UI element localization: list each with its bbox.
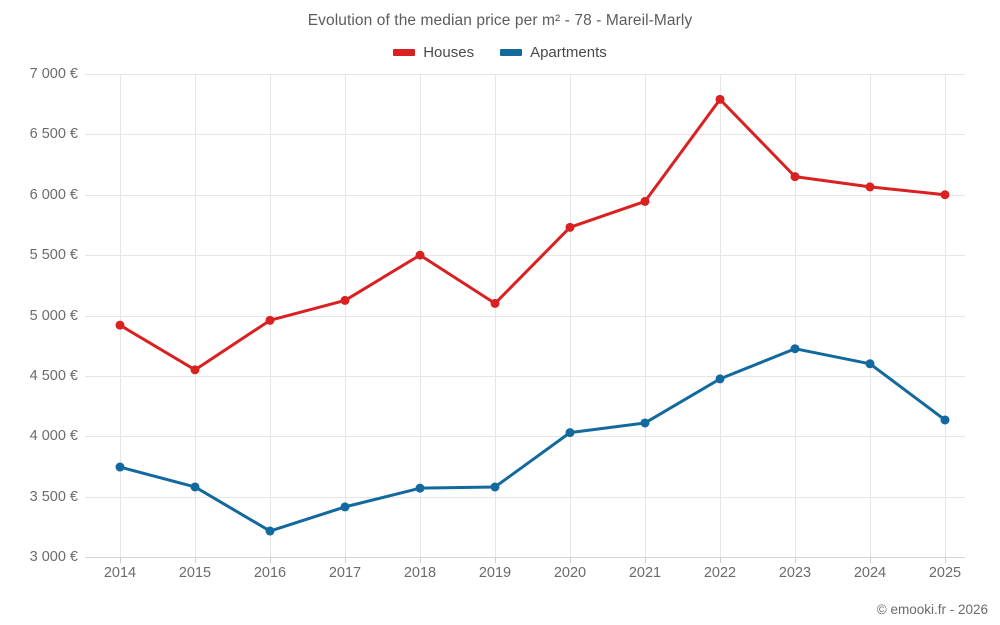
data-point[interactable]	[190, 482, 200, 492]
x-axis-tick-label: 2021	[628, 565, 662, 581]
data-point[interactable]	[940, 415, 950, 425]
series-line	[118, 347, 947, 533]
x-axis-tick	[645, 557, 646, 563]
data-point[interactable]	[115, 320, 125, 330]
data-point[interactable]	[490, 482, 500, 492]
data-point[interactable]	[265, 526, 275, 536]
data-point[interactable]	[115, 462, 125, 472]
data-point[interactable]	[190, 365, 200, 375]
x-axis-tick-label: 2017	[328, 565, 362, 581]
y-axis-tick-label: 5 000 €	[29, 307, 78, 324]
gridline-horizontal	[85, 496, 965, 498]
y-axis-tick-label: 5 500 €	[29, 247, 78, 264]
x-axis-tick	[570, 557, 571, 563]
x-axis-tick	[495, 557, 496, 563]
x-axis-tick	[195, 557, 196, 563]
x-axis-tick	[345, 557, 346, 563]
x-axis-tick-label: 2020	[553, 565, 587, 581]
data-point[interactable]	[565, 222, 575, 232]
x-axis-tick-label: 2014	[103, 565, 137, 581]
data-point[interactable]	[565, 428, 575, 438]
y-axis-tick-label: 3 000 €	[29, 549, 78, 565]
y-axis-tick-label: 6 500 €	[29, 126, 78, 143]
x-axis-tick-label: 2022	[703, 565, 737, 581]
data-point[interactable]	[415, 483, 425, 493]
gridline-horizontal	[85, 375, 965, 377]
gridline-horizontal	[85, 74, 965, 75]
x-axis-line	[85, 557, 965, 558]
y-axis-tick-label: 4 500 €	[29, 367, 78, 384]
x-axis-labels: 2014 2015 2016 2017 2018 2019 2020 2021 2022 2023…	[85, 565, 965, 587]
x-axis-tick	[870, 557, 871, 563]
data-point[interactable]	[265, 315, 275, 325]
data-point[interactable]	[640, 418, 650, 428]
x-axis-tick	[120, 557, 121, 563]
legend-label: Houses	[423, 44, 475, 61]
x-axis-tick-label: 2019	[478, 565, 512, 581]
data-point[interactable]	[790, 172, 800, 182]
legend-swatch-icon	[500, 49, 523, 56]
x-axis-tick-label: 2015	[178, 565, 212, 581]
data-point[interactable]	[715, 374, 725, 384]
data-point[interactable]	[715, 94, 725, 104]
data-point[interactable]	[790, 344, 800, 354]
legend-item[interactable]: Apartments	[500, 44, 607, 61]
legend-item[interactable]: Houses	[393, 44, 474, 61]
series-line	[118, 97, 947, 372]
legend-swatch-icon	[393, 49, 416, 56]
x-axis-tick-label: 2025	[928, 565, 962, 581]
data-point[interactable]	[940, 190, 950, 200]
x-axis-tick-label: 2023	[778, 565, 812, 581]
x-axis-tick-label: 2016	[253, 565, 287, 581]
data-point[interactable]	[865, 182, 875, 192]
x-axis-tick-label: 2018	[403, 565, 437, 581]
y-axis-tick-label: 3 500 €	[29, 488, 78, 505]
data-point[interactable]	[490, 298, 500, 308]
x-axis-tick	[420, 557, 421, 563]
x-axis-tick-label: 2024	[853, 565, 887, 581]
chart-legend: Houses Apartments	[0, 44, 1000, 61]
x-axis-tick	[720, 557, 721, 563]
chart-title: Evolution of the median price per m² - 7…	[307, 12, 693, 29]
series-layer	[115, 94, 950, 536]
gridline-horizontal	[85, 315, 965, 317]
y-axis-labels: 3 000 € 3 500 € 4 000 € 4 500 € 5 000 € 5 500…	[0, 66, 78, 565]
plot-area	[85, 74, 965, 563]
legend-label: Apartments	[530, 44, 607, 61]
x-axis-tick	[795, 557, 796, 563]
y-axis-tick-label: 4 000 €	[29, 428, 78, 445]
y-axis-tick-label: 6 000 €	[29, 186, 78, 203]
x-axis-tick	[270, 557, 271, 563]
gridline-horizontal	[85, 194, 965, 196]
data-point[interactable]	[340, 295, 350, 305]
gridline-horizontal	[85, 255, 965, 257]
data-point[interactable]	[865, 359, 875, 369]
data-point[interactable]	[415, 250, 425, 260]
y-axis-tick-label: 7 000 €	[29, 66, 78, 82]
data-point[interactable]	[640, 196, 650, 206]
data-point[interactable]	[340, 502, 350, 512]
gridline-horizontal	[85, 436, 965, 438]
footer-credit: © emooki.fr - 2026	[876, 602, 988, 617]
x-axis-tick	[945, 557, 946, 563]
gridline-horizontal	[85, 134, 965, 136]
